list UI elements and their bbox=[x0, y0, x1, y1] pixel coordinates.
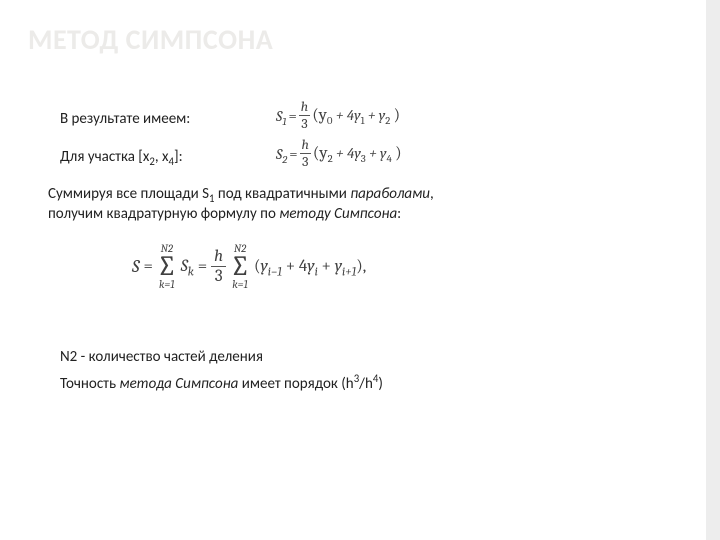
var-S1: S1 bbox=[276, 107, 286, 125]
formula-s1: S1 = h 3 (y0 + 4y1 + y2 ) bbox=[276, 100, 400, 131]
sum-body: (yi−1 + 4yi + yi+1), bbox=[254, 257, 366, 276]
right-band bbox=[706, 0, 720, 540]
sigma-1: N2 ∑ k=1 bbox=[157, 243, 177, 290]
slide: МЕТОД СИМПСОНА В результате имеем: S1 = … bbox=[0, 0, 720, 540]
terms-s2: (y2 + 4y3 + y4 ) bbox=[313, 144, 402, 163]
text-summary: Суммируя все площади S1 под квадратичным… bbox=[48, 185, 648, 224]
formula-s2: S2 = h 3 (y2 + 4y3 + y4 ) bbox=[276, 138, 402, 169]
eq-2: = bbox=[289, 145, 297, 163]
terms-s1: (y0 + 4y1 + y2 ) bbox=[312, 106, 400, 125]
frac-h-3-b: h 3 bbox=[300, 138, 311, 169]
text-n2: N2 - количество частей деления bbox=[60, 348, 263, 366]
eq-1: = bbox=[288, 107, 296, 125]
sigma-2: N2 ∑ k=1 bbox=[230, 243, 250, 290]
formula-sum: S = N2 ∑ k=1 Sk = h 3 N2 ∑ k=1 (yi−1 + 4… bbox=[132, 243, 366, 290]
eq-sum-2: = bbox=[198, 257, 207, 276]
text-result-intro: В результате имеем: bbox=[60, 110, 190, 128]
term-Sk: Sk bbox=[181, 257, 194, 276]
text-segment: Для участка [x2, x4]: bbox=[60, 148, 183, 166]
slide-title: МЕТОД СИМПСОНА bbox=[28, 22, 273, 57]
frac-h-3-a: h 3 bbox=[299, 100, 310, 131]
eq-sum-1: = bbox=[143, 257, 152, 276]
var-S2: S2 bbox=[276, 145, 287, 163]
var-S: S bbox=[132, 256, 139, 277]
frac-h-3-sum: h 3 bbox=[211, 248, 226, 285]
text-accuracy: Точность метода Симпсона имеет порядок (… bbox=[60, 375, 383, 393]
